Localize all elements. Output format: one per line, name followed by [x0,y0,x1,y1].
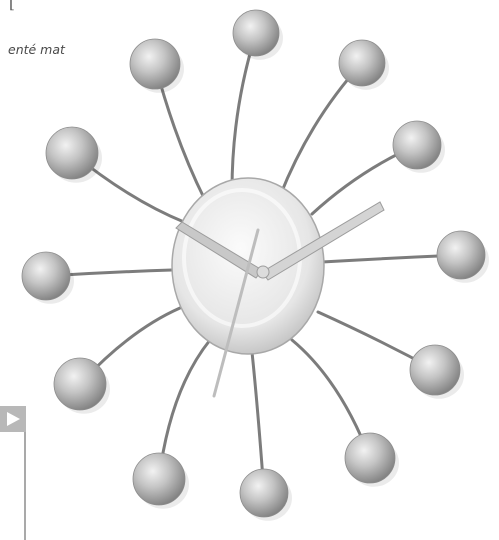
clock-ball [239,468,289,518]
second-hand [212,228,260,398]
clock-ball [409,344,461,396]
hands-center [256,265,270,279]
clock-ball [129,38,181,90]
play-icon[interactable] [0,406,26,432]
clock-ball [132,452,186,506]
product-caption: enté mat [8,42,65,57]
clock-ball [344,432,396,484]
clock-balls [21,9,489,521]
clock-ball [21,251,71,301]
clock-ball [232,9,280,57]
heading-fragment: [ [9,0,15,12]
clock-ball [45,126,99,180]
clock-ball [436,230,486,280]
clock-ball [53,357,107,411]
clock-ball [392,120,442,170]
clock-ball [338,39,386,87]
clock-hands [175,201,385,398]
side-divider [24,432,26,540]
